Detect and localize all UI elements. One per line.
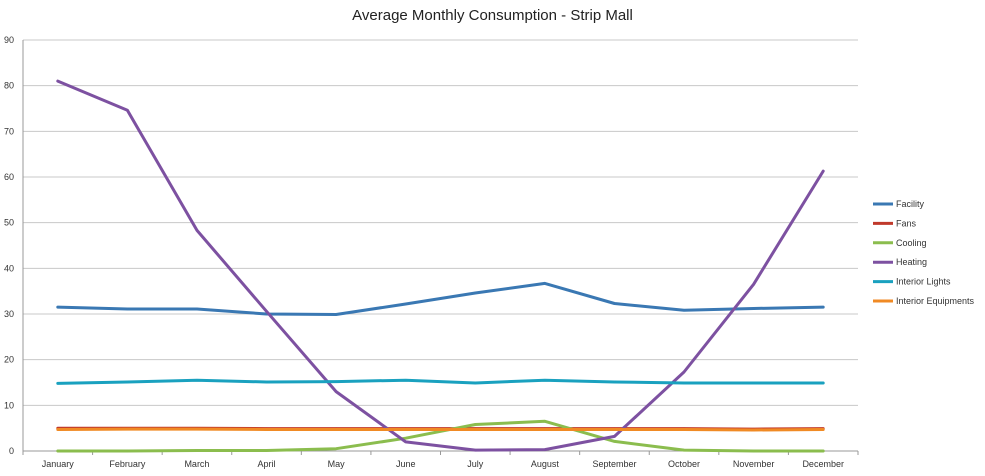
y-tick-label: 0 (9, 446, 14, 456)
data-point (56, 305, 59, 309)
data-point (195, 229, 199, 232)
data-point (195, 449, 199, 452)
series-lines (56, 79, 825, 453)
data-point (613, 440, 616, 443)
series-line-facility (56, 281, 825, 316)
series-line-heating (56, 79, 825, 452)
data-point (474, 291, 477, 295)
legend-label: Interior Equipments (896, 296, 975, 306)
legend-label: Cooling (896, 238, 927, 248)
legend-label: Facility (896, 199, 925, 209)
data-point (822, 428, 825, 431)
data-point (126, 307, 129, 311)
data-point (613, 428, 616, 431)
series-line-cooling (56, 419, 825, 453)
x-tick-label: January (42, 459, 75, 469)
data-point (822, 449, 825, 453)
data-point (334, 428, 338, 431)
data-point (543, 428, 547, 431)
y-tick-label: 90 (4, 35, 14, 45)
data-point (334, 313, 338, 316)
data-point (752, 449, 755, 453)
series-line-interior-lights (56, 378, 825, 385)
data-point (404, 379, 407, 382)
data-point (195, 379, 199, 382)
data-point (752, 283, 755, 286)
legend-label: Fans (896, 218, 917, 228)
legend-label: Interior Lights (896, 277, 951, 287)
data-point (56, 428, 59, 431)
data-point (682, 309, 686, 312)
y-tick-label: 30 (4, 309, 14, 319)
data-point (822, 381, 825, 385)
data-point (56, 449, 59, 453)
data-point (195, 427, 199, 431)
data-point (265, 428, 268, 431)
data-point (543, 379, 547, 382)
data-point (474, 448, 477, 452)
data-point (126, 427, 129, 431)
data-point (752, 428, 755, 432)
data-point (126, 380, 129, 384)
x-tick-label: April (258, 459, 276, 469)
data-point (265, 449, 268, 452)
data-point (404, 302, 407, 306)
x-tick-label: June (396, 459, 416, 469)
y-tick-label: 80 (4, 81, 14, 91)
data-point (334, 390, 338, 393)
x-tick-label: August (531, 459, 560, 469)
data-point (334, 380, 338, 383)
y-tick-label: 20 (4, 355, 14, 365)
data-point (126, 449, 129, 453)
data-point (682, 381, 686, 385)
data-point (195, 307, 199, 311)
data-point (56, 79, 59, 83)
grid-lines (23, 39, 858, 452)
data-point (56, 382, 59, 385)
data-point (474, 381, 477, 385)
x-tick-label: March (184, 459, 209, 469)
x-axis: January February March April May June July Augu… (22, 451, 859, 469)
data-point (543, 282, 547, 285)
data-point (752, 307, 755, 310)
x-tick-label: May (328, 459, 346, 469)
x-tick-label: February (109, 459, 146, 469)
legend-label: Heating (896, 257, 927, 267)
chart-title: Average Monthly Consumption - Strip Mall (352, 7, 633, 24)
data-point (822, 305, 825, 309)
data-point (126, 109, 129, 112)
y-axis: 0 10 20 30 40 50 60 70 80 90 (4, 35, 24, 456)
x-tick-label: July (467, 459, 484, 469)
x-tick-label: November (733, 459, 775, 469)
x-tick-label: December (802, 459, 844, 469)
y-tick-label: 40 (4, 263, 14, 273)
data-point (404, 440, 407, 444)
y-tick-label: 10 (4, 400, 14, 410)
data-point (613, 380, 616, 384)
x-tick-label: October (668, 459, 700, 469)
data-point (474, 423, 477, 426)
data-point (682, 448, 686, 452)
data-point (404, 437, 407, 440)
data-point (265, 310, 268, 313)
series-line-interior-equipments (56, 427, 825, 432)
data-point (543, 420, 547, 423)
data-point (613, 435, 616, 438)
data-point (265, 380, 268, 384)
data-point (613, 302, 616, 305)
data-point (404, 428, 407, 431)
data-point (682, 370, 686, 374)
y-tick-label: 70 (4, 126, 14, 136)
data-point (822, 169, 825, 173)
y-tick-label: 60 (4, 172, 14, 182)
x-tick-label: September (592, 459, 636, 469)
data-point (682, 428, 686, 431)
data-point (543, 448, 547, 451)
data-point (752, 381, 755, 385)
data-point (474, 428, 477, 431)
y-tick-label: 50 (4, 218, 14, 228)
data-point (334, 447, 338, 450)
legend: Facility Fans Cooling Heating Interior Light… (873, 199, 975, 306)
